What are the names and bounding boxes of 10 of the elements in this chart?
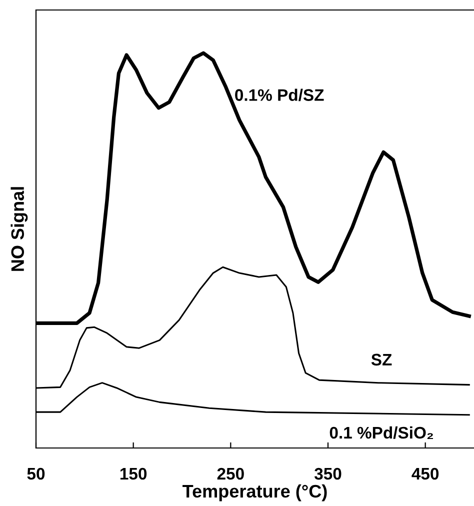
x-axis-title: Temperature (°C) (182, 484, 327, 502)
x-tick-label: 350 (314, 468, 342, 480)
x-tick-label: 250 (217, 468, 244, 480)
series-label: 0.1% Pd/SZ (235, 88, 324, 102)
x-tick-label: 150 (120, 468, 147, 480)
x-tick-label: 50 (27, 468, 45, 480)
y-axis-title: NO Signal (10, 187, 28, 271)
series-label: 0.1 %Pd/SiO₂ (330, 426, 433, 440)
series-label: SZ (371, 354, 392, 366)
x-tick-label: 450 (412, 468, 439, 480)
